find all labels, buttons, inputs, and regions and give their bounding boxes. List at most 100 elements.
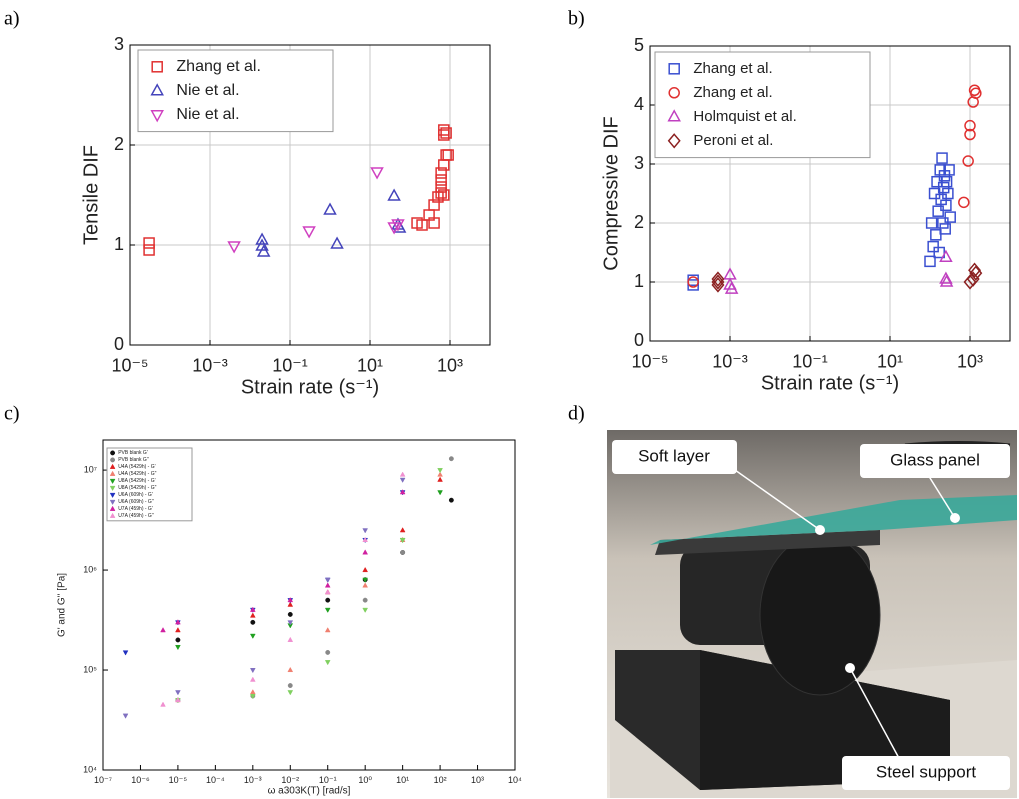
data-point — [175, 637, 181, 643]
legend-label: U8A (5429h) - G' — [118, 478, 155, 484]
data-point — [939, 274, 954, 287]
data-point — [362, 607, 369, 614]
legend-label: Peroni et al. — [693, 132, 773, 149]
legend-label: Zhang et al. — [176, 58, 261, 75]
x-tick-label: 10⁻⁴ — [206, 775, 225, 785]
panel-label: d) — [568, 403, 585, 425]
data-point — [302, 226, 316, 239]
data-point — [966, 271, 980, 287]
y-tick-label: 10⁴ — [83, 764, 97, 774]
data-point — [435, 174, 447, 186]
data-point — [287, 636, 294, 642]
y-tick-label: 1 — [114, 234, 124, 254]
data-point — [362, 549, 369, 555]
data-point — [249, 612, 256, 618]
data-point — [428, 199, 440, 211]
legend-label: Holmquist et al. — [693, 108, 796, 125]
y-tick-label: 0 — [634, 330, 644, 350]
data-point — [442, 149, 454, 161]
data-point — [924, 255, 936, 268]
data-point — [362, 577, 369, 583]
data-point — [287, 690, 294, 696]
data-point — [287, 683, 293, 688]
y-tick-label: 10⁷ — [84, 464, 97, 474]
data-point — [964, 119, 976, 132]
data-point — [175, 627, 181, 633]
steel-support-face — [700, 650, 950, 790]
data-point — [362, 566, 369, 573]
x-tick-label: 10⁻¹ — [792, 351, 828, 371]
data-point — [325, 649, 331, 655]
x-axis-label: Strain rate (s⁻¹) — [241, 376, 379, 398]
data-point — [937, 181, 950, 194]
data-point — [287, 620, 294, 626]
data-point — [143, 237, 155, 249]
data-point — [324, 582, 331, 588]
legend-marker — [150, 110, 164, 123]
data-point — [249, 606, 256, 612]
data-point — [324, 589, 331, 595]
data-point — [399, 537, 406, 544]
photo-label: Steel support — [876, 762, 976, 781]
legend-marker — [668, 87, 680, 99]
pointer-dot — [815, 525, 825, 535]
x-tick-label: 10⁻¹ — [272, 355, 308, 375]
data-point — [428, 217, 440, 229]
photo-label: Soft layer — [638, 446, 710, 465]
data-point — [962, 155, 974, 167]
data-point — [943, 164, 955, 176]
data-point — [936, 152, 948, 164]
label-box — [612, 440, 737, 474]
data-point — [940, 199, 952, 212]
data-point — [400, 550, 406, 555]
x-tick-label: 10¹ — [396, 775, 409, 785]
plot-frame — [129, 44, 491, 346]
x-tick-label: 10³ — [471, 775, 484, 785]
data-point — [435, 187, 447, 199]
plot-frame — [102, 439, 516, 771]
data-point — [249, 633, 256, 639]
data-point — [932, 205, 944, 217]
pointer-line — [849, 667, 901, 761]
data-point — [324, 627, 331, 633]
legend-label: PVB blank G' — [118, 450, 148, 456]
x-tick-label: 10⁻³ — [192, 355, 228, 375]
data-point — [387, 188, 401, 201]
data-point — [437, 490, 443, 496]
data-point — [437, 468, 443, 474]
y-axis-label: Tensile DIF — [80, 145, 102, 245]
data-point — [939, 271, 953, 284]
glass-panel — [650, 495, 1017, 545]
data-point — [330, 236, 344, 249]
x-tick-label: 10⁻⁵ — [112, 355, 149, 375]
data-point — [399, 477, 406, 483]
x-tick-label: 10⁻⁷ — [94, 775, 112, 785]
legend-marker — [110, 450, 116, 456]
x-tick-label: 10⁰ — [358, 775, 372, 785]
y-tick-label: 2 — [634, 212, 644, 232]
data-point — [287, 611, 293, 617]
data-point — [969, 265, 983, 281]
pointer-dot — [845, 663, 855, 673]
x-tick-label: 10⁻⁶ — [131, 775, 150, 785]
data-point — [687, 276, 699, 288]
legend-label: U7A (459h) - G' — [118, 506, 153, 512]
data-point — [944, 211, 956, 223]
data-point — [925, 217, 938, 229]
label-box — [860, 444, 1010, 478]
legend-box — [106, 447, 193, 522]
legend-marker — [109, 499, 116, 506]
data-point — [711, 274, 725, 290]
panel-label: a) — [4, 8, 20, 30]
data-point — [435, 167, 447, 179]
panel-label: c) — [4, 403, 20, 425]
legend-marker — [109, 505, 116, 511]
y-tick-label: 3 — [114, 34, 124, 54]
soft-layer — [655, 530, 880, 555]
data-point — [256, 244, 271, 257]
y-tick-label: 2 — [114, 134, 124, 154]
panel-label: b) — [568, 8, 585, 30]
legend-label: Nie et al. — [176, 82, 239, 99]
legend-marker — [667, 109, 681, 122]
data-point — [964, 128, 976, 141]
